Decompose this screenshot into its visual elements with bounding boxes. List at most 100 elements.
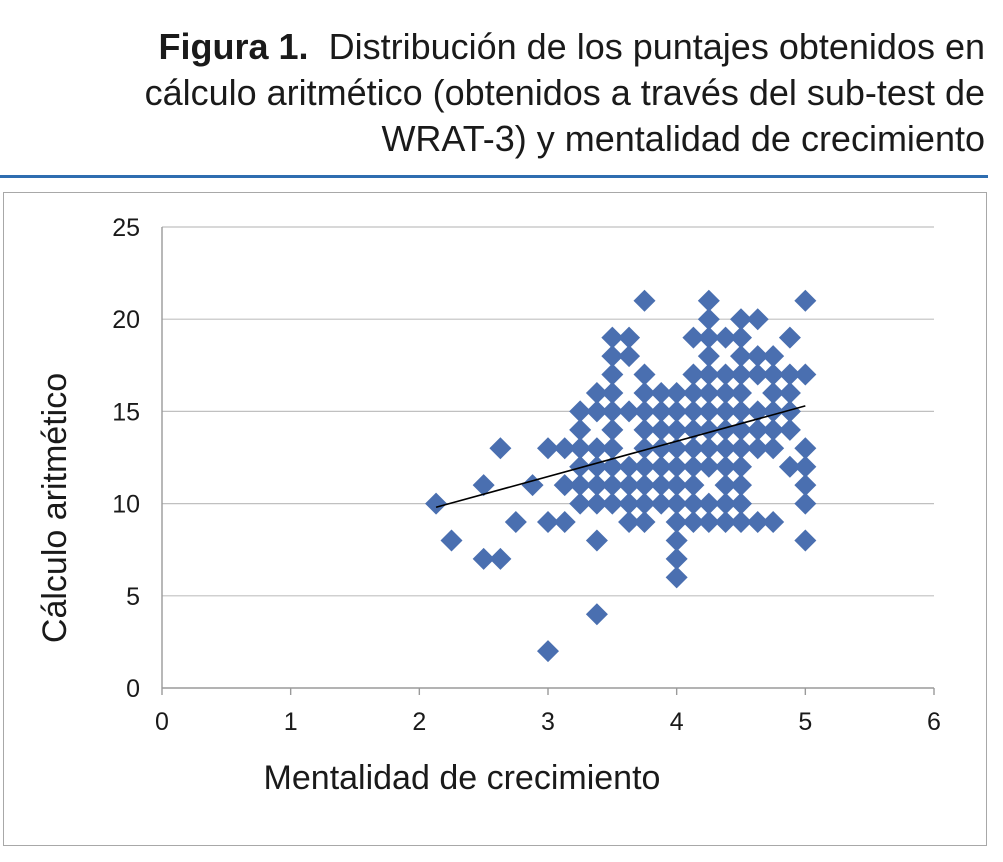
data-point	[714, 363, 737, 386]
data-point	[730, 455, 752, 478]
data-point	[697, 308, 720, 331]
x-tick-label: 5	[798, 708, 812, 736]
data-point	[665, 381, 688, 404]
data-point	[665, 529, 688, 552]
data-point	[537, 437, 559, 460]
data-point	[730, 345, 752, 368]
data-point	[682, 363, 705, 386]
data-point	[633, 400, 656, 423]
data-points	[425, 289, 817, 663]
data-point	[618, 455, 641, 478]
data-point	[697, 400, 720, 423]
data-point	[585, 474, 608, 497]
data-point	[650, 400, 673, 423]
data-point	[778, 455, 801, 478]
data-point	[489, 547, 512, 570]
y-axis-label: Cálculo aritmético	[36, 373, 74, 643]
data-point	[569, 474, 592, 497]
data-point	[762, 381, 785, 404]
data-point	[778, 326, 801, 349]
data-point	[746, 437, 769, 460]
data-point	[697, 326, 720, 349]
data-point	[585, 492, 608, 515]
data-point	[601, 400, 624, 423]
data-point	[730, 400, 752, 423]
data-point	[697, 345, 720, 368]
tick-labels: 0 5 10 15 20 25 0 1 2 3 4 5 6	[112, 214, 941, 736]
data-point	[585, 437, 608, 460]
data-point	[794, 455, 817, 478]
data-point	[650, 381, 673, 404]
figure-label: Figura 1.	[158, 26, 309, 67]
data-point	[794, 437, 817, 460]
data-point	[778, 418, 801, 441]
data-point	[730, 363, 752, 386]
data-point	[762, 437, 785, 460]
trendline-group	[435, 405, 806, 509]
data-point	[665, 418, 688, 441]
data-point	[633, 492, 656, 515]
data-point	[585, 529, 608, 552]
data-point	[650, 474, 673, 497]
data-point	[697, 492, 720, 515]
data-point	[472, 474, 495, 497]
data-point	[569, 400, 592, 423]
data-point	[665, 492, 688, 515]
data-point	[569, 418, 592, 441]
data-point	[618, 326, 641, 349]
data-point	[601, 455, 624, 478]
data-point	[537, 511, 559, 534]
data-point	[633, 511, 656, 534]
data-point	[730, 437, 752, 460]
data-point	[714, 418, 737, 441]
data-point	[746, 418, 769, 441]
y-tick-label: 10	[112, 491, 140, 519]
data-point	[794, 363, 817, 386]
data-point	[665, 547, 688, 570]
data-point	[601, 474, 624, 497]
caption-title-part-1: Distribución de los puntajes obtenidos e…	[328, 26, 985, 67]
data-point	[778, 363, 801, 386]
data-point	[633, 418, 656, 441]
data-point	[762, 511, 785, 534]
x-tick-label: 1	[284, 708, 298, 736]
data-point	[633, 455, 656, 478]
data-point	[794, 529, 817, 552]
x-axis-label: Mentalidad de crecimiento	[264, 759, 661, 797]
data-point	[682, 511, 705, 534]
x-tick-label: 3	[541, 708, 555, 736]
data-point	[746, 511, 769, 534]
data-point	[553, 474, 576, 497]
data-point	[601, 345, 624, 368]
data-point	[650, 492, 673, 515]
data-point	[489, 437, 512, 460]
data-point	[650, 455, 673, 478]
data-point	[697, 289, 720, 312]
data-point	[682, 437, 705, 460]
data-point	[569, 492, 592, 515]
data-point	[697, 511, 720, 534]
data-point	[601, 363, 624, 386]
y-tick-label: 0	[126, 675, 140, 703]
data-point	[633, 437, 656, 460]
data-point	[682, 455, 705, 478]
data-point	[601, 418, 624, 441]
data-point	[425, 492, 448, 515]
data-point	[746, 363, 769, 386]
data-point	[746, 308, 769, 331]
data-point	[569, 437, 592, 460]
data-point	[633, 381, 656, 404]
data-point	[714, 455, 737, 478]
data-point	[665, 474, 688, 497]
data-point	[633, 474, 656, 497]
y-tick-label: 5	[126, 583, 140, 611]
chart-frame: 0 5 10 15 20 25 0 1 2 3 4 5 6 Mentalidad de crecimie…	[3, 192, 987, 846]
data-point	[569, 455, 592, 478]
data-point	[472, 547, 495, 570]
data-point	[714, 437, 737, 460]
data-point	[504, 511, 527, 534]
data-point	[730, 511, 752, 534]
data-point	[682, 474, 705, 497]
x-tick-label: 6	[927, 708, 941, 736]
data-point	[553, 511, 576, 534]
